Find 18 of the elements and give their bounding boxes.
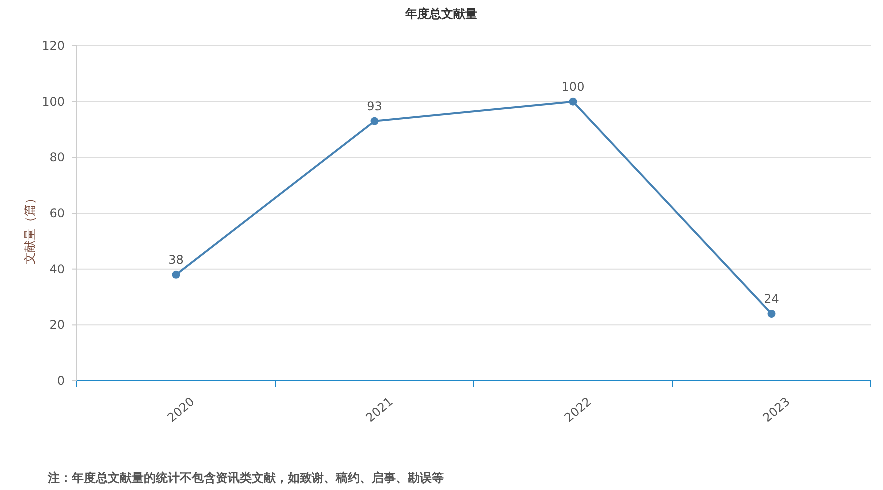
y-tick-label: 100 [42, 94, 65, 109]
data-label: 100 [562, 80, 585, 94]
data-label: 24 [764, 292, 780, 306]
point [370, 117, 379, 126]
point [569, 98, 578, 106]
data-label: 93 [367, 99, 382, 114]
y-tick-label: 40 [50, 262, 65, 276]
y-tick-label: 120 [42, 39, 65, 53]
y-tick-label: 0 [57, 374, 65, 388]
y-tick-label: 80 [50, 150, 65, 165]
text: 注：年度总文献量的统计不包含资讯类文献，如致谢、稿约、启事、勘误等 [47, 471, 444, 485]
y-tick-label: 20 [50, 318, 65, 332]
point [172, 270, 180, 279]
y-tick-label: 60 [50, 206, 65, 220]
data-label: 38 [168, 252, 184, 267]
chart-title: 年度总文献量 [404, 7, 478, 21]
point [768, 310, 776, 318]
y-axis-title: 文献量（篇） [23, 192, 37, 264]
